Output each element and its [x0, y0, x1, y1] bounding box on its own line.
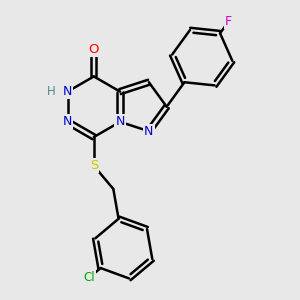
Text: Cl: Cl	[84, 271, 95, 284]
Text: N: N	[116, 116, 125, 128]
Text: H: H	[46, 85, 55, 98]
Text: N: N	[144, 125, 154, 138]
Text: O: O	[88, 43, 99, 56]
Text: N: N	[63, 85, 72, 98]
Text: N: N	[63, 116, 72, 128]
Text: S: S	[90, 159, 98, 172]
Text: F: F	[225, 15, 232, 28]
